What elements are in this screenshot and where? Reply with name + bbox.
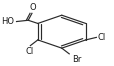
Text: O: O bbox=[29, 3, 36, 12]
Text: Br: Br bbox=[71, 55, 81, 64]
Text: Cl: Cl bbox=[26, 47, 34, 56]
Text: HO: HO bbox=[1, 17, 14, 26]
Text: Cl: Cl bbox=[97, 33, 105, 42]
